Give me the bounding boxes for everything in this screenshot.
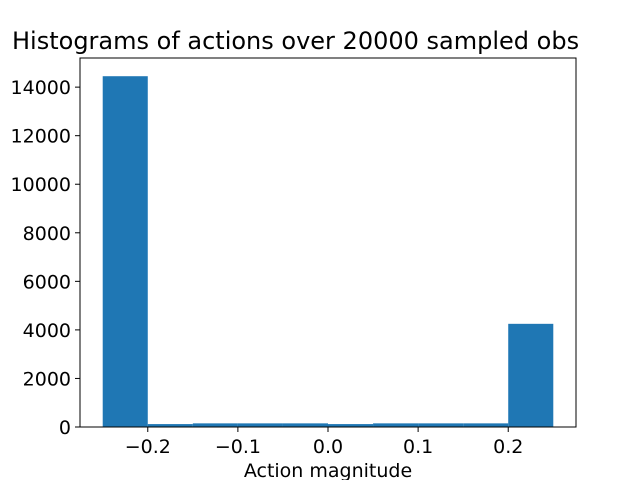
bars-group bbox=[102, 76, 554, 427]
y-tick-label: 6000 bbox=[23, 271, 71, 293]
plot-frame bbox=[79, 57, 577, 428]
x-tick-label: −0.1 bbox=[215, 436, 261, 458]
x-axis: −0.2 −0.1 0.0 0.1 0.2 bbox=[125, 427, 523, 458]
histogram-bar bbox=[237, 423, 283, 427]
histogram-bar bbox=[282, 423, 328, 427]
y-tick-label: 2000 bbox=[23, 368, 71, 390]
histogram-bar bbox=[508, 323, 554, 427]
histogram-bar bbox=[418, 423, 464, 427]
histogram-bar bbox=[192, 423, 238, 427]
x-axis-label: Action magnitude bbox=[244, 460, 412, 480]
histogram-bar bbox=[147, 424, 193, 427]
histogram-bar bbox=[328, 424, 374, 427]
histogram-bar bbox=[463, 423, 509, 427]
histogram-bar bbox=[102, 76, 148, 427]
x-tick-label: 0.1 bbox=[403, 436, 433, 458]
y-tick-label: 8000 bbox=[23, 223, 71, 245]
y-tick-label: 10000 bbox=[11, 174, 71, 196]
y-axis: 0 2000 4000 6000 8000 10000 12000 14000 bbox=[11, 77, 80, 439]
chart-title: Histograms of actions over 20000 sampled… bbox=[12, 27, 579, 55]
x-tick-label: 0.2 bbox=[493, 436, 523, 458]
y-tick-label: 12000 bbox=[11, 126, 71, 148]
y-tick-label: 4000 bbox=[23, 320, 71, 342]
y-tick-label: 0 bbox=[59, 417, 71, 439]
y-tick-label: 14000 bbox=[11, 77, 71, 99]
histogram-bar bbox=[373, 423, 419, 427]
x-tick-label: −0.2 bbox=[125, 436, 171, 458]
x-tick-label: 0.0 bbox=[313, 436, 343, 458]
